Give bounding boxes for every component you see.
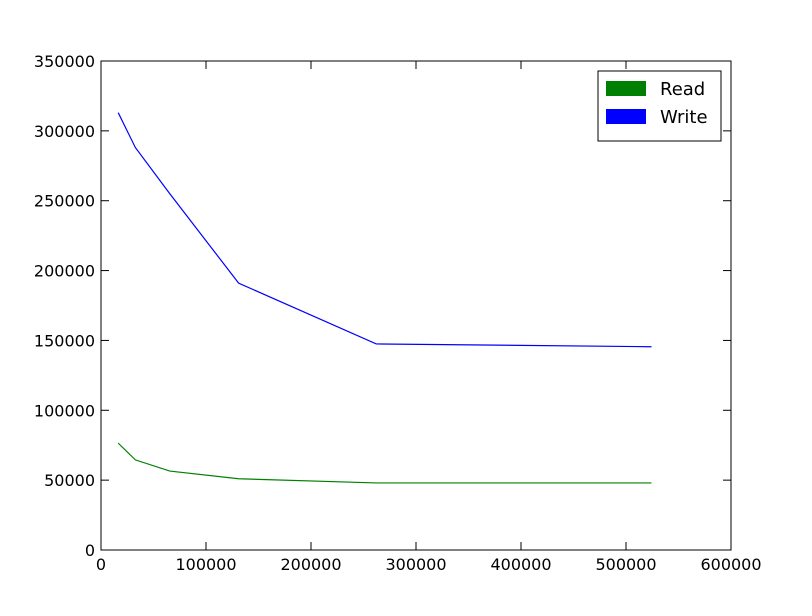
x-tick-label: 0 (96, 555, 106, 574)
x-tick-label: 300000 (385, 555, 446, 574)
y-tick-label: 300000 (34, 122, 95, 141)
y-tick-label: 250000 (34, 192, 95, 211)
x-tick-label: 100000 (175, 555, 236, 574)
y-tick-label: 0 (85, 541, 95, 560)
x-tick-label: 400000 (490, 555, 551, 574)
legend-swatch (606, 81, 646, 96)
y-tick-label: 100000 (34, 401, 95, 420)
x-tick-label: 600000 (700, 555, 761, 574)
y-tick-label: 200000 (34, 262, 95, 281)
x-tick-label: 200000 (280, 555, 341, 574)
y-tick-label: 350000 (34, 52, 95, 71)
legend-label: Write (660, 107, 708, 128)
legend-label: Read (660, 79, 705, 100)
legend-swatch (606, 109, 646, 124)
y-tick-label: 50000 (44, 471, 95, 490)
x-tick-label: 500000 (595, 555, 656, 574)
line (117, 112, 652, 348)
y-tick-label: 150000 (34, 331, 95, 350)
line (117, 442, 652, 484)
plot-frame (100, 60, 732, 551)
